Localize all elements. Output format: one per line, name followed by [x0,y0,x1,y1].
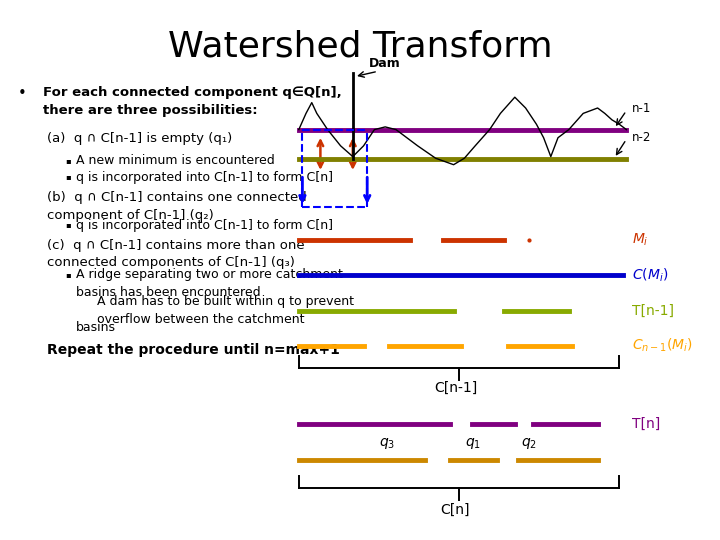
Text: A new minimum is encountered: A new minimum is encountered [76,154,274,167]
Text: $q_2$: $q_2$ [521,436,537,451]
Text: $C(M_i)$: $C(M_i)$ [632,267,668,284]
Text: ▪: ▪ [65,220,71,230]
Text: For each connected component q∈Q[n],
there are three possibilities:: For each connected component q∈Q[n], the… [43,86,342,117]
Text: C[n-1]: C[n-1] [433,381,477,395]
Text: Repeat the procedure until n=max+1: Repeat the procedure until n=max+1 [47,343,340,357]
Text: T[n-1]: T[n-1] [632,303,674,318]
Text: Watershed Transform: Watershed Transform [168,30,552,64]
Text: $q_1$: $q_1$ [465,436,481,451]
Text: basins: basins [76,321,116,334]
Text: (c)  q ∩ C[n-1] contains more than one
connected components of C[n-1] (q₃): (c) q ∩ C[n-1] contains more than one co… [47,239,305,269]
Text: q is incorporated into C[n-1] to form C[n]: q is incorporated into C[n-1] to form C[… [76,219,333,232]
Text: $M_i$: $M_i$ [632,232,649,248]
Text: (b)  q ∩ C[n-1] contains one connected
component of C[n-1] (q₂): (b) q ∩ C[n-1] contains one connected co… [47,191,307,221]
Text: $C_{n-1}(M_i)$: $C_{n-1}(M_i)$ [632,337,693,354]
Text: C[n]: C[n] [441,503,470,517]
Text: A ridge separating two or more catchment
basins has been encountered: A ridge separating two or more catchment… [76,268,343,299]
Text: q is incorporated into C[n-1] to form C[n]: q is incorporated into C[n-1] to form C[… [76,171,333,184]
Text: A dam has to be built within q to prevent
overflow between the catchment: A dam has to be built within q to preven… [97,295,354,326]
Text: T[n]: T[n] [632,417,660,431]
Text: ▪: ▪ [65,172,71,181]
Text: n-1: n-1 [632,102,652,114]
Text: ▪: ▪ [65,156,71,165]
Text: $q_3$: $q_3$ [379,436,395,451]
Text: Dam: Dam [369,57,401,70]
Text: (a)  q ∩ C[n-1] is empty (q₁): (a) q ∩ C[n-1] is empty (q₁) [47,132,232,145]
Text: ▪: ▪ [65,270,71,279]
Text: n-2: n-2 [632,131,652,144]
Text: •: • [18,86,27,102]
